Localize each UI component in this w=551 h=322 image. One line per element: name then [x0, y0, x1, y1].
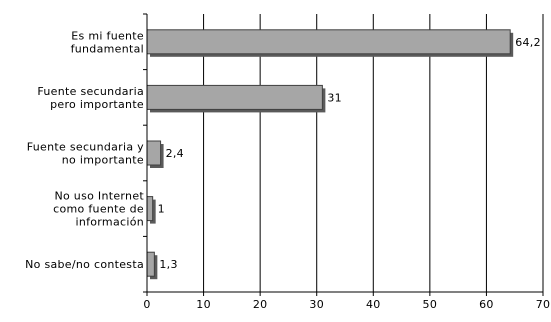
- bar-4: [146, 251, 155, 277]
- category-label-line: Fuente secundaria y: [27, 141, 144, 154]
- category-label-line: No uso Internet: [54, 190, 144, 203]
- x-tick-label-20: 20: [253, 298, 268, 311]
- bars: [146, 29, 514, 280]
- category-label-2: Fuente secundaria y no importante: [27, 141, 144, 167]
- x-tick-label-40: 40: [366, 298, 381, 311]
- category-labels: Es mi fuente fundamental Fuente secundaria…: [25, 29, 144, 271]
- grid-lines: [203, 14, 544, 292]
- category-label-1: Fuente secundaria pero importante: [37, 85, 144, 111]
- data-label-3: 1: [158, 203, 165, 216]
- x-tick-label-0: 0: [143, 298, 150, 311]
- category-label-4: No sabe/no contesta: [25, 258, 144, 271]
- category-label-0: Es mi fuente fundamental: [71, 29, 144, 55]
- data-label-0: 64,2: [515, 36, 541, 49]
- category-label-line: No sabe/no contesta: [25, 258, 144, 271]
- bar-0: [146, 29, 511, 55]
- data-label-4: 1,3: [159, 258, 177, 271]
- category-label-line: Fuente secundaria: [37, 85, 144, 98]
- data-labels: 64,2 31 2,4 1 1,3: [158, 36, 541, 271]
- category-label-line: pero importante: [50, 98, 144, 111]
- x-tick-label-60: 60: [479, 298, 494, 311]
- data-label-2: 2,4: [166, 147, 184, 160]
- category-label-3: No uso Internet como fuente de información: [53, 190, 144, 229]
- category-label-line: información: [75, 216, 144, 229]
- bar-3: [146, 196, 154, 222]
- category-label-line: como fuente de: [53, 203, 144, 216]
- x-tick-label-10: 10: [196, 298, 211, 311]
- category-label-line: no importante: [62, 154, 144, 167]
- category-label-line: fundamental: [71, 42, 144, 55]
- x-tick-label-50: 50: [423, 298, 438, 311]
- bar-1: [146, 84, 323, 110]
- category-label-line: Es mi fuente: [71, 29, 144, 42]
- tick-labels: 0 10 20 30 40 50 60 70: [143, 298, 550, 311]
- axes: [143, 13, 544, 296]
- bar-2: [146, 140, 162, 166]
- x-tick-label-70: 70: [536, 298, 551, 311]
- x-tick-label-30: 30: [309, 298, 324, 311]
- data-label-1: 31: [327, 91, 342, 104]
